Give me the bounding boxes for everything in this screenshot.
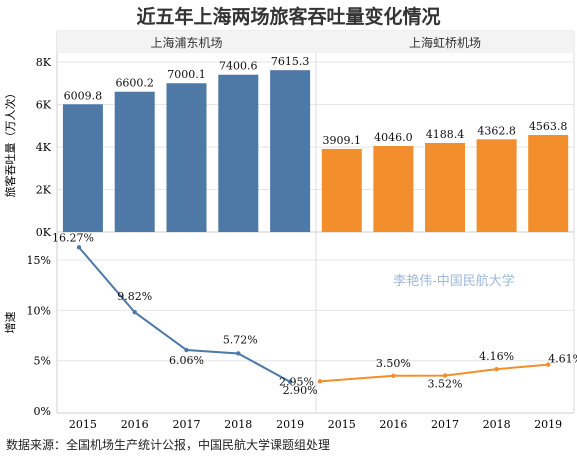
y-tick-label-top: 0K (36, 226, 52, 239)
y-axes: 0K 2K 4K 6K 8K 0% 5% 10% 15% 旅客吞吐量（万人次） 增速 (3, 56, 52, 418)
bar-data-label: 4046.0 (374, 131, 413, 144)
bar (321, 148, 362, 232)
panel-header-band (57, 31, 574, 53)
x-tick-label: 2016 (121, 418, 149, 431)
line-point (132, 310, 137, 315)
y-tick-label-top: 4K (36, 141, 52, 154)
line-data-label: 5.72% (223, 333, 258, 346)
line-data-label: 4.16% (479, 350, 514, 363)
x-tick-label: 2016 (379, 418, 407, 431)
x-tick-label: 2019 (534, 418, 562, 431)
y-tick-label-bottom: 15% (27, 254, 51, 267)
bar (270, 70, 311, 233)
bar-data-label: 6600.2 (115, 77, 154, 90)
line-point (546, 362, 551, 367)
y-axis-title-bottom: 增速 (3, 312, 17, 334)
bar-data-label: 4188.4 (426, 128, 465, 141)
x-tick-label: 2018 (224, 418, 252, 431)
bar (425, 142, 465, 232)
x-axis: 2015 2016 2017 2018 2019 2015 2016 2017 2018 2019 (69, 418, 562, 431)
line-point (76, 245, 82, 250)
line-data-label: 16.27% (52, 231, 94, 244)
line-data-label: 2.90% (283, 384, 318, 397)
bar (373, 146, 414, 232)
y-tick-label-top: 2K (36, 184, 52, 197)
bar (62, 104, 103, 232)
line-point (184, 347, 189, 353)
line-marks: 16.27% 9.82% 6.06% 5.72% 2.90%2.95% 3.50% 3.52… (52, 231, 577, 396)
bar-data-label: 4563.8 (529, 120, 568, 133)
bar (218, 74, 259, 233)
line-point (391, 373, 396, 378)
bar-data-label: 7400.6 (219, 60, 258, 73)
bar (166, 83, 207, 233)
bar-data-label: 3909.1 (323, 134, 362, 147)
bar-data-label: 4362.8 (477, 124, 516, 137)
y-tick-label-bottom: 0% (34, 405, 51, 418)
line-point (442, 373, 448, 378)
bar-data-label: 7615.3 (271, 55, 310, 68)
line-point (287, 379, 293, 385)
line-data-label: 3.50% (376, 357, 411, 370)
line-point (236, 351, 241, 356)
bar-data-label: 6009.8 (64, 89, 103, 102)
line-data-label: 6.06% (169, 354, 204, 367)
line-point (317, 379, 323, 384)
y-axis-title-top: 旅客吞吐量（万人次） (3, 88, 17, 198)
bar (476, 139, 517, 232)
chart-title: 近五年上海两场旅客吞吐量变化情况 (136, 6, 441, 28)
line-data-label: 2.95% (279, 375, 314, 388)
x-tick-label: 2017 (431, 418, 459, 431)
bar (114, 91, 155, 232)
watermark-text: 李艳伟-中国民航大学 (393, 273, 514, 289)
panel-header-label: 上海虹桥机场 (409, 35, 481, 50)
panel-header-label: 上海浦东机场 (150, 35, 222, 50)
y-tick-label-top: 8K (36, 56, 52, 69)
x-tick-label: 2015 (328, 418, 356, 431)
x-tick-label: 2019 (276, 418, 304, 431)
x-tick-label: 2017 (173, 418, 201, 431)
line-data-label: 4.61% (548, 353, 577, 366)
x-tick-label: 2015 (69, 418, 97, 431)
line-data-label: 9.82% (117, 290, 152, 303)
panel-headers: 上海浦东机场 上海虹桥机场 (57, 31, 574, 53)
line-data-label: 3.52% (428, 378, 463, 391)
bar-data-label: 7000.1 (167, 68, 206, 81)
bar (528, 135, 569, 232)
line-point (494, 366, 499, 372)
bar-marks: 6009.8 6600.2 7000.1 7400.6 7615.3 3909.1 4046… (62, 55, 569, 233)
source-note: 数据来源：全国机场生产统计公报，中国民航大学课题组处理 (6, 438, 331, 452)
y-tick-label-bottom: 10% (27, 304, 51, 317)
y-tick-label-top: 6K (36, 99, 52, 112)
x-tick-label: 2018 (483, 418, 511, 431)
y-tick-label-bottom: 5% (34, 355, 51, 368)
